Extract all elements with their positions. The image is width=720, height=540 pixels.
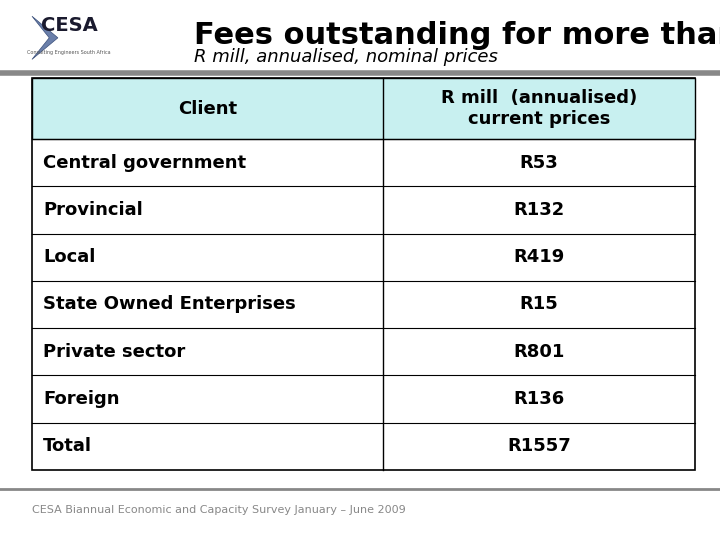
Text: Local: Local (43, 248, 96, 266)
Text: CESA: CESA (41, 16, 97, 36)
Text: R1557: R1557 (508, 437, 571, 455)
Text: Client: Client (179, 100, 238, 118)
Text: Total: Total (43, 437, 92, 455)
Text: R53: R53 (520, 153, 559, 172)
Text: State Owned Enterprises: State Owned Enterprises (43, 295, 296, 313)
Text: Provincial: Provincial (43, 201, 143, 219)
Polygon shape (32, 16, 58, 59)
Text: Central government: Central government (43, 153, 246, 172)
Text: R mill, annualised, nominal prices: R mill, annualised, nominal prices (194, 48, 498, 66)
Text: R15: R15 (520, 295, 559, 313)
Text: Foreign: Foreign (43, 390, 120, 408)
Text: Consulting Engineers South Africa: Consulting Engineers South Africa (27, 50, 111, 56)
Text: Fees outstanding for more than 90 days: Fees outstanding for more than 90 days (194, 21, 720, 50)
Text: R136: R136 (513, 390, 564, 408)
Text: R419: R419 (513, 248, 564, 266)
Text: CESA Biannual Economic and Capacity Survey January – June 2009: CESA Biannual Economic and Capacity Surv… (32, 505, 406, 515)
Text: R801: R801 (513, 343, 564, 361)
Text: R132: R132 (513, 201, 564, 219)
Text: R mill  (annualised)
current prices: R mill (annualised) current prices (441, 89, 637, 128)
Text: Private sector: Private sector (43, 343, 186, 361)
